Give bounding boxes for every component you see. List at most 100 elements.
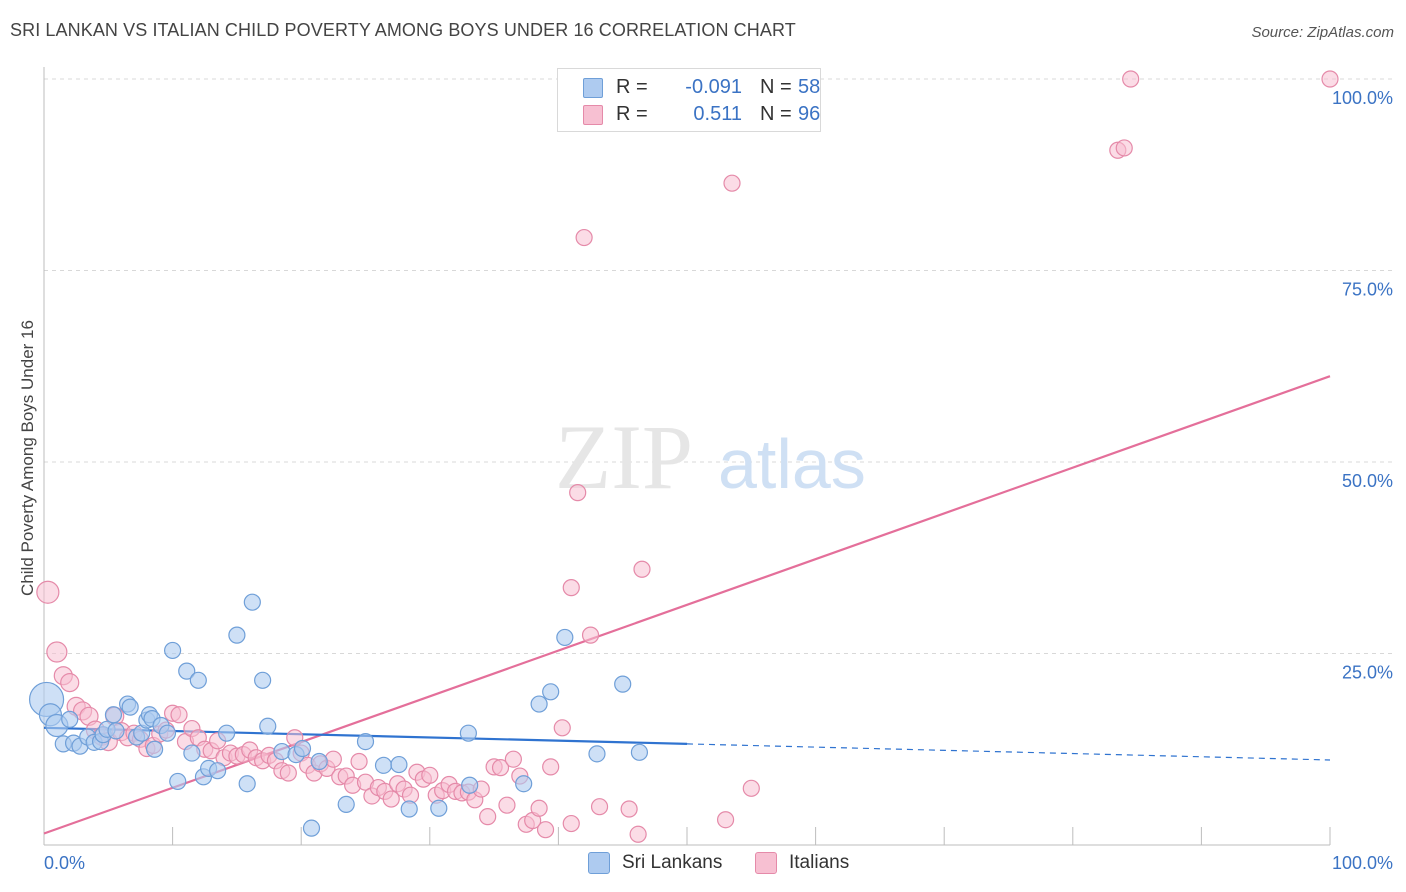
data-point-sri-lankan xyxy=(183,744,201,762)
y-tick-label: 100.0% xyxy=(1332,88,1393,108)
data-point-italian xyxy=(581,626,600,644)
bottom-legend-label: Italians xyxy=(789,852,850,873)
data-point-italian xyxy=(170,706,188,724)
y-tick-label: 25.0% xyxy=(1342,663,1393,683)
legend-n-label: N = xyxy=(760,75,792,98)
data-point-sri-lankan xyxy=(218,724,236,742)
data-point-sri-lankan xyxy=(630,743,649,761)
data-point-sri-lankan xyxy=(104,706,123,724)
watermark: ZIP atlas xyxy=(555,406,866,508)
data-point-sri-lankan xyxy=(302,819,321,837)
data-point-italian xyxy=(279,764,297,782)
data-point-italian xyxy=(46,641,68,663)
y-tick-label: 75.0% xyxy=(1342,280,1393,300)
data-point-sri-lankan xyxy=(61,710,79,728)
data-point-italian xyxy=(530,799,548,817)
data-point-italian xyxy=(723,174,741,192)
data-point-sri-lankan xyxy=(254,671,272,689)
data-point-sri-lankan xyxy=(228,626,246,644)
legend-r-value: -0.091 xyxy=(685,75,742,98)
bottom-legend-sri-lankans: Sri Lankans xyxy=(588,852,722,874)
data-point-italian xyxy=(479,808,497,826)
tick-labels: 25.0% 50.0% 75.0% 100.0% 0.0% 100.0% xyxy=(44,88,1393,873)
data-point-sri-lankan xyxy=(400,800,418,818)
data-point-sri-lankan xyxy=(614,675,632,693)
data-point-italian xyxy=(569,484,587,502)
data-point-italian xyxy=(553,719,571,737)
data-point-sri-lankan xyxy=(145,740,164,758)
legend-r-label: R = xyxy=(616,102,648,125)
data-point-italian xyxy=(562,579,580,597)
data-point-sri-lankan xyxy=(461,776,479,794)
data-point-sri-lankan xyxy=(390,755,408,774)
data-point-italian xyxy=(716,811,735,829)
x-tick-label: 0.0% xyxy=(44,853,85,873)
data-point-sri-lankan xyxy=(588,745,606,763)
data-point-sri-lankan xyxy=(178,662,196,680)
data-point-sri-lankan xyxy=(273,742,291,761)
data-point-italian xyxy=(504,750,522,768)
data-point-sri-lankan xyxy=(337,795,355,814)
data-point-italian xyxy=(1115,139,1133,157)
data-point-italian xyxy=(60,673,80,693)
data-point-italian xyxy=(324,750,342,768)
x-tick-label: 100.0% xyxy=(1332,853,1393,873)
data-point-italian xyxy=(633,560,651,578)
data-point-sri-lankan xyxy=(293,739,312,758)
data-point-italian xyxy=(562,814,580,833)
trend-line-sri-lankans-extrapolated xyxy=(686,743,1331,761)
data-point-italian xyxy=(498,796,516,814)
bottom-legend-swatch xyxy=(755,852,777,874)
data-point-italian xyxy=(542,758,560,776)
legend-swatch-sri-lankans xyxy=(583,78,603,98)
data-point-sri-lankan xyxy=(515,775,533,793)
data-point-sri-lankan xyxy=(107,722,125,740)
data-point-sri-lankan xyxy=(259,717,277,735)
data-point-italian xyxy=(1321,70,1339,88)
data-point-italian xyxy=(491,759,510,777)
data-point-sri-lankan xyxy=(374,756,393,774)
legend-r-value: 0.511 xyxy=(693,102,742,125)
data-point-sri-lankan xyxy=(243,593,261,611)
bottom-legend-swatch xyxy=(588,852,610,874)
legend-n-value: 96 xyxy=(798,102,821,125)
data-point-sri-lankan xyxy=(542,683,560,701)
bottom-legend-italians: Italians xyxy=(755,852,849,874)
chart-source: Source: ZipAtlas.com xyxy=(1251,24,1394,41)
data-point-italian xyxy=(36,580,60,604)
y-tick-label: 50.0% xyxy=(1342,471,1393,491)
data-point-sri-lankan xyxy=(169,772,187,791)
data-point-italian xyxy=(382,790,400,808)
data-point-sri-lankan xyxy=(530,695,548,713)
chart-title: SRI LANKAN VS ITALIAN CHILD POVERTY AMON… xyxy=(10,20,796,40)
data-point-italian xyxy=(350,752,368,771)
legend-swatch-italians xyxy=(583,105,603,125)
data-point-italian xyxy=(629,825,647,843)
data-point-italian xyxy=(1122,70,1140,88)
grid-lines xyxy=(44,78,1395,654)
y-axis-label: Child Poverty Among Boys Under 16 xyxy=(18,320,37,596)
data-point-sri-lankan xyxy=(121,698,139,716)
data-point-sri-lankan xyxy=(356,732,375,751)
data-point-sri-lankan xyxy=(189,671,207,689)
data-point-sri-lankan xyxy=(430,799,448,817)
data-point-sri-lankan xyxy=(164,641,182,660)
data-point-italian xyxy=(742,779,760,797)
legend-n-value: 58 xyxy=(798,75,821,98)
correlation-legend: R = -0.091 N = 58 R = 0.511 N = 96 xyxy=(557,68,821,132)
data-point-sri-lankan xyxy=(158,724,177,742)
data-point-italian xyxy=(575,228,593,247)
data-point-sri-lankan xyxy=(556,628,574,647)
watermark-atlas: atlas xyxy=(718,425,866,503)
legend-r-label: R = xyxy=(616,75,648,98)
data-point-sri-lankan xyxy=(238,775,256,793)
data-point-sri-lankan xyxy=(209,762,227,780)
data-point-italian xyxy=(421,766,439,784)
data-point-italian xyxy=(620,800,638,818)
data-point-italian xyxy=(536,821,555,839)
data-point-sri-lankan xyxy=(310,752,328,771)
bottom-legend-label: Sri Lankans xyxy=(622,852,723,873)
sri-lankan-points xyxy=(28,593,649,837)
data-point-italian xyxy=(590,798,609,816)
